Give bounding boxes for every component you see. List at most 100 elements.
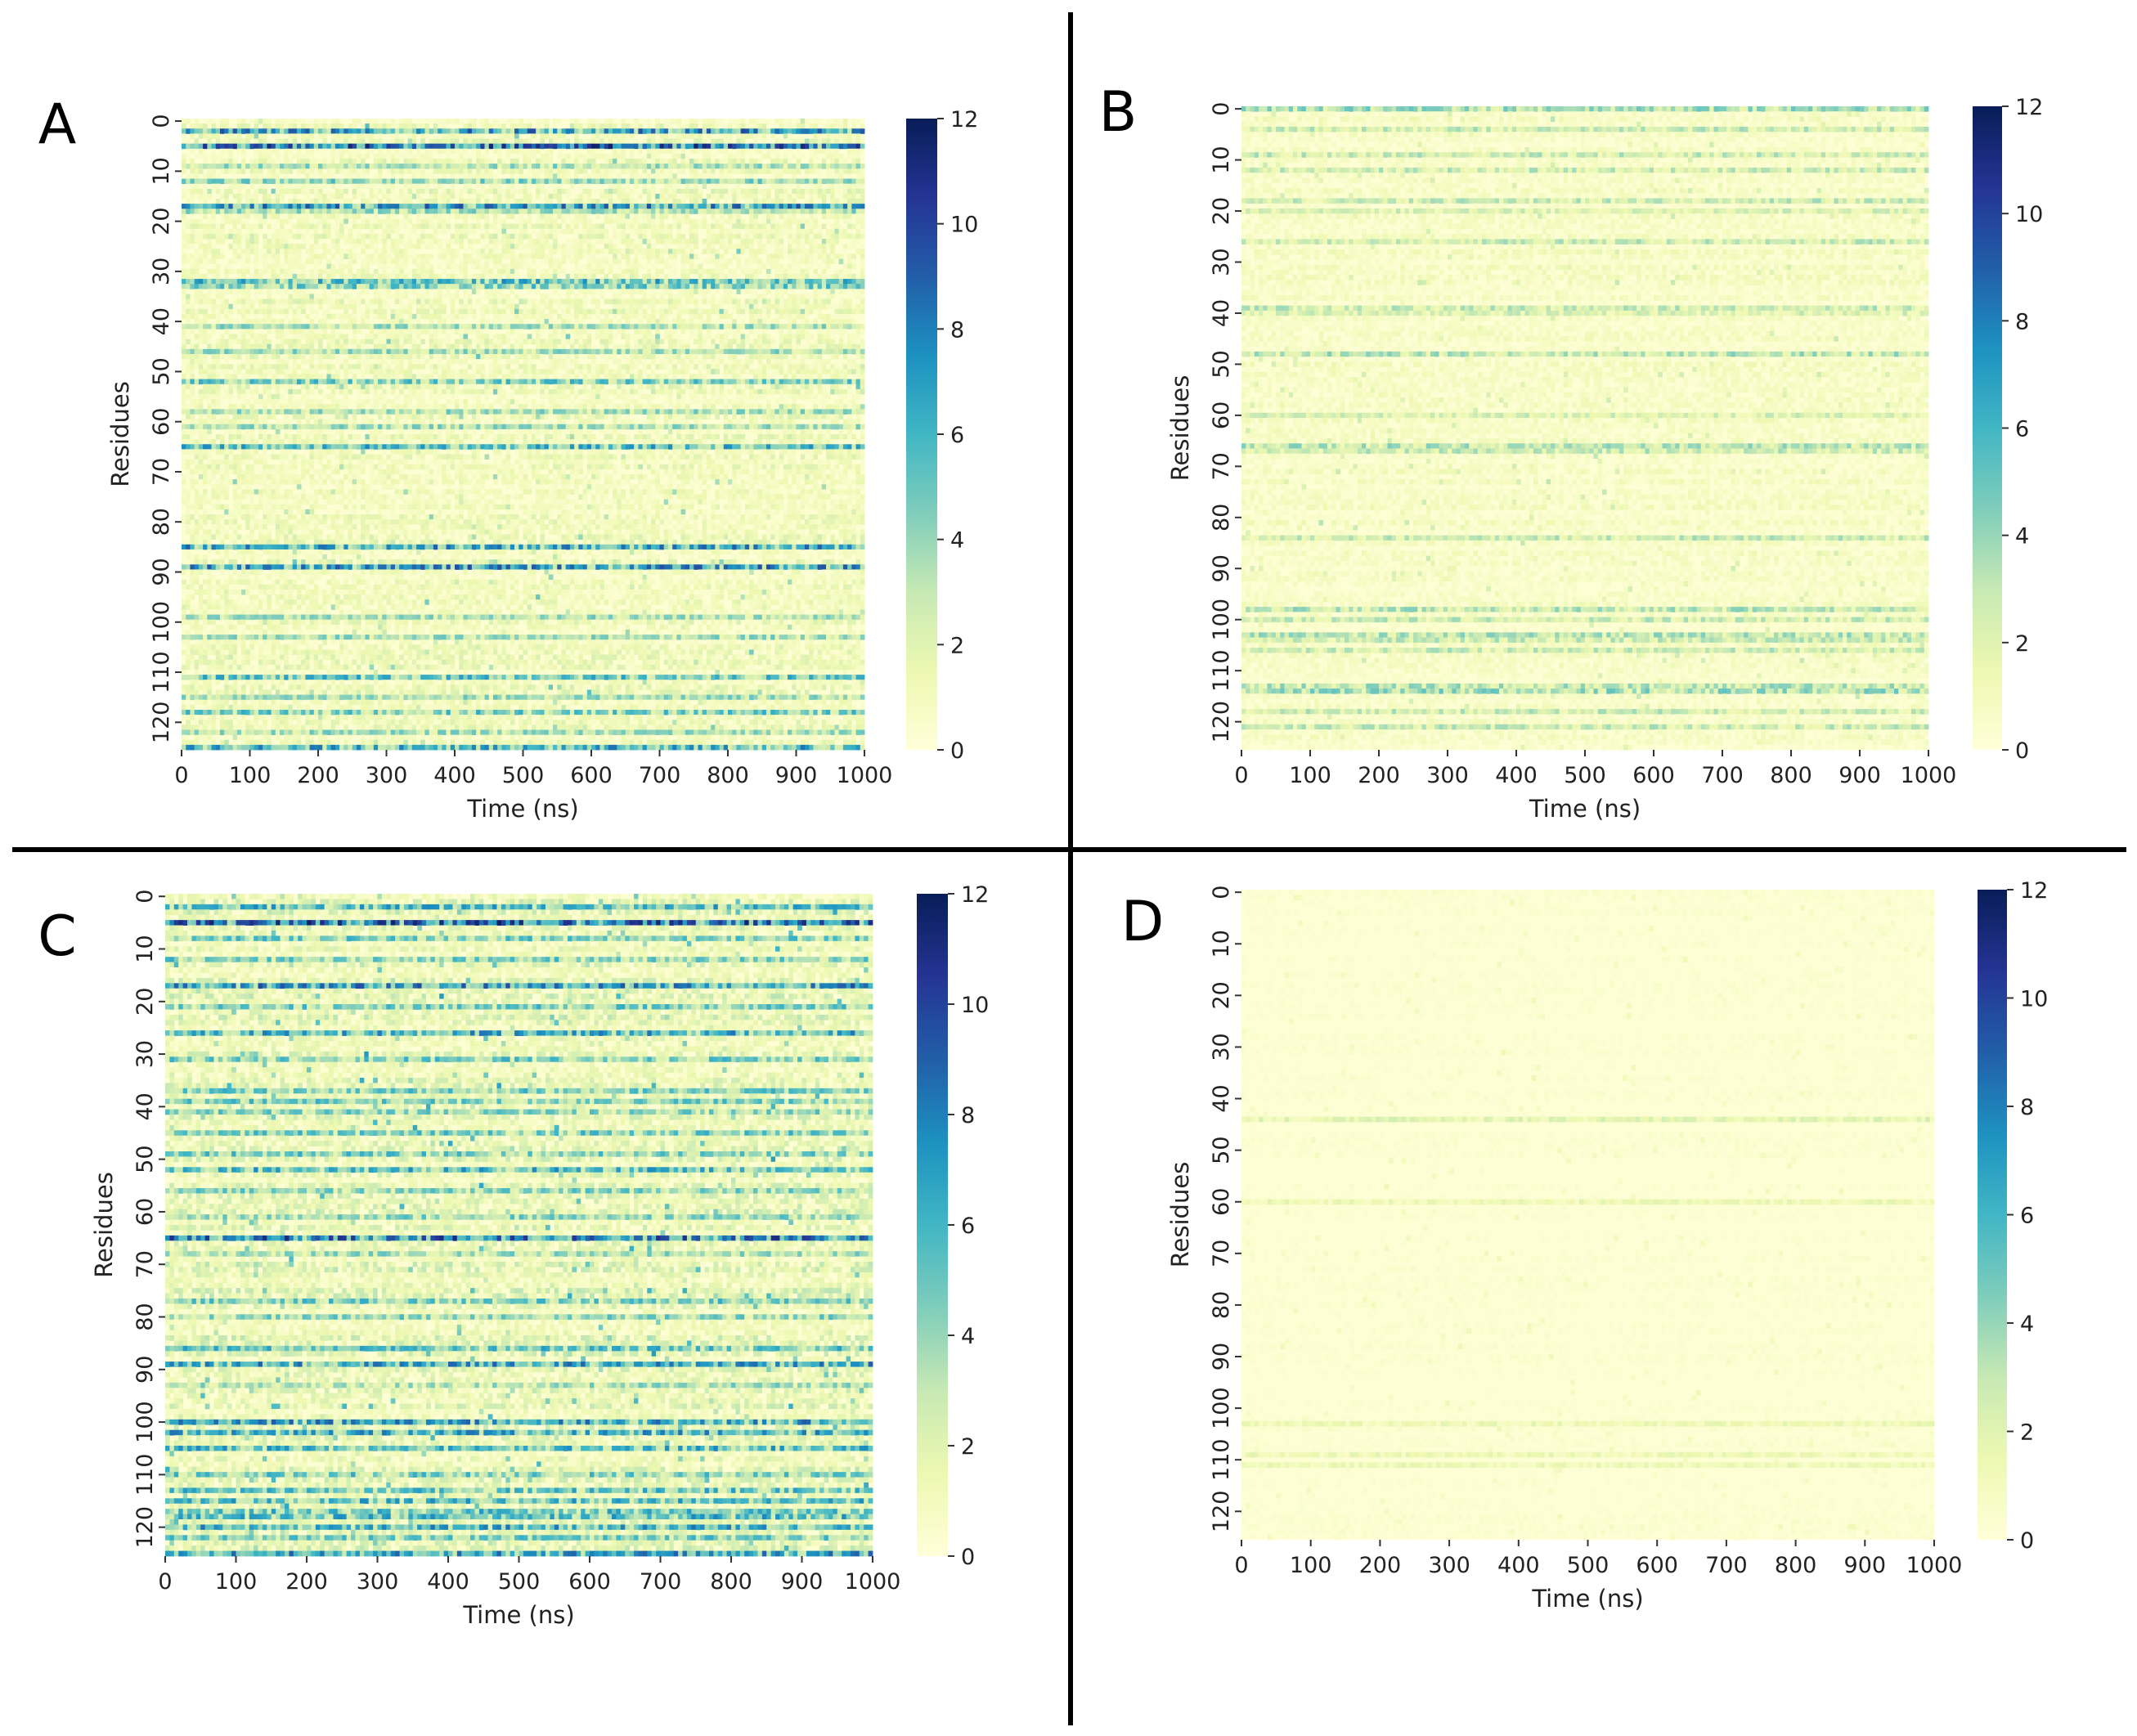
heatmap-cell [468,213,473,219]
heatmap-cell [523,189,528,195]
heatmap-cell [809,229,814,235]
heatmap-cell [851,164,856,169]
heatmap-cell [557,194,562,200]
heatmap-cell [318,244,323,249]
heatmap-cell [532,168,536,174]
heatmap-cell [741,139,746,145]
heatmap-cell [212,249,217,254]
heatmap-cell [335,123,340,129]
heatmap-cell [506,168,511,174]
heatmap-cell [497,139,502,145]
heatmap-cell [643,219,648,225]
heatmap-cell [237,119,242,124]
heatmap-cell [805,219,810,225]
heatmap-cell [374,139,379,145]
heatmap-cell [254,128,259,134]
heatmap-cell [753,128,758,134]
heatmap-cell [203,259,208,265]
heatmap-cell [370,133,375,139]
heatmap-cell [634,209,639,214]
heatmap-cell [676,244,681,249]
heatmap-cell [566,164,571,169]
heatmap-cell [536,249,541,254]
heatmap-cell [326,154,331,159]
heatmap-cell [587,179,592,185]
heatmap-cell [749,234,754,240]
heatmap-cell [241,184,246,190]
heatmap-cell [438,173,442,179]
heatmap-cell [399,164,404,169]
heatmap-cell [536,119,541,124]
heatmap-cell [288,159,293,164]
heatmap-cell [647,179,652,185]
heatmap-cell [818,159,823,164]
heatmap-cell [651,253,656,259]
heatmap-cell [442,144,447,150]
heatmap-cell [378,239,383,244]
heatmap-cell [553,179,558,185]
heatmap-cell [664,204,669,209]
heatmap-cell [788,128,792,134]
heatmap-cell [280,179,285,185]
heatmap-cell [343,234,348,240]
heatmap-cell [626,184,631,190]
heatmap-cell [254,133,259,139]
heatmap-cell [617,189,622,195]
heatmap-cell [254,154,259,159]
heatmap-cell [608,139,613,145]
heatmap-cell [707,173,712,179]
heatmap-cell [664,234,669,240]
heatmap-cell [622,234,626,240]
heatmap-cell [703,173,707,179]
heatmap-cell [595,168,600,174]
heatmap-cell [447,144,451,150]
heatmap-cell [570,249,575,254]
heatmap-cell [335,213,340,219]
heatmap-cell [382,164,387,169]
heatmap-cell [493,229,498,235]
heatmap-cell [429,219,434,225]
heatmap-cell [220,224,225,230]
heatmap-cell [322,264,327,270]
heatmap-cell [339,139,344,145]
heatmap-cell [245,209,250,214]
heatmap-cell [408,204,413,209]
heatmap-cell [707,149,712,155]
heatmap-cell [847,209,852,214]
heatmap-cell [822,204,827,209]
heatmap-cell [788,229,792,235]
heatmap-cell [420,199,425,204]
heatmap-cell [681,168,686,174]
heatmap-cell [331,164,336,169]
heatmap-cell [830,213,835,219]
heatmap-cell [770,199,775,204]
heatmap-cell [707,133,712,139]
heatmap-cell [267,159,272,164]
heatmap-cell [792,154,797,159]
heatmap-cell [365,179,370,185]
heatmap-cell [357,173,361,179]
heatmap-cell [774,119,779,124]
heatmap-cell [638,204,643,209]
heatmap-cell [514,139,519,145]
heatmap-cell [438,128,442,134]
heatmap-cell [668,209,673,214]
heatmap-cell [638,229,643,235]
heatmap-cell [728,259,733,265]
heatmap-cell [506,213,511,219]
heatmap-cell [728,249,733,254]
heatmap-cell [698,219,703,225]
heatmap-cell [630,209,635,214]
heatmap-cell [212,229,217,235]
heatmap-cell [779,204,784,209]
heatmap-cell [374,234,379,240]
heatmap-cell [860,144,865,150]
heatmap-cell [403,154,408,159]
heatmap-cell [613,249,617,254]
heatmap-cell [622,213,626,219]
heatmap-cell [182,194,186,200]
heatmap-cell [361,234,366,240]
heatmap-cell [489,168,494,174]
heatmap-cell [638,209,643,214]
heatmap-cell [720,164,725,169]
